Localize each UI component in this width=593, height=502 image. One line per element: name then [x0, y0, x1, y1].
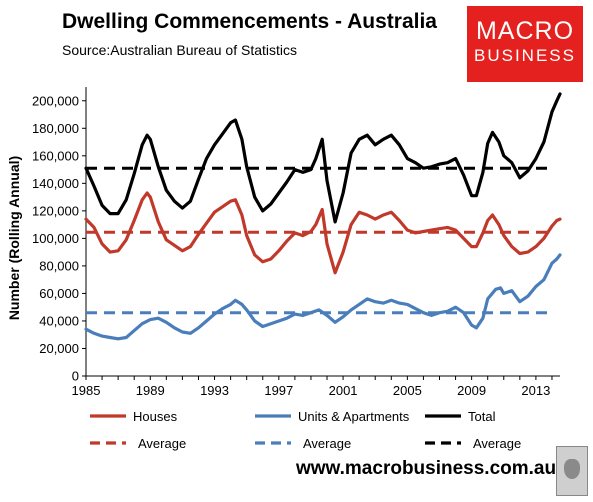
legend-average-2-label: Average: [473, 436, 521, 451]
x-tick-label: 2005: [393, 383, 422, 398]
y-tick-label: 80,000: [39, 258, 79, 273]
y-tick-label: 120,000: [32, 203, 79, 218]
legend-total-label: Total: [468, 409, 496, 424]
legend-houses-label: Houses: [133, 409, 178, 424]
y-tick-label: 200,000: [32, 93, 79, 108]
x-tick-label: 2009: [457, 383, 486, 398]
logo-line-1: MACRO: [475, 17, 575, 45]
chart-source: Source:Australian Bureau of Statistics: [62, 42, 298, 58]
y-tick-label: 0: [72, 369, 79, 384]
y-tick-label: 180,000: [32, 121, 79, 136]
logo-line-2: BUSINESS: [474, 46, 576, 65]
legend-average-0-label: Average: [138, 436, 186, 451]
series-line-houses: [84, 191, 562, 275]
y-tick-label: 140,000: [32, 176, 79, 191]
y-tick-label: 100,000: [32, 231, 79, 246]
series-line-units-apartments: [84, 253, 562, 341]
y-tick-label: 60,000: [39, 286, 79, 301]
x-tick-label: 1985: [72, 383, 101, 398]
wolf-mascot-icon: [556, 446, 588, 496]
x-tick-label: 1997: [264, 383, 293, 398]
x-tick-label: 2013: [521, 383, 550, 398]
website-footer: www.macrobusiness.com.au: [296, 458, 557, 479]
series-line-total: [84, 92, 562, 224]
y-tick-label: 160,000: [32, 148, 79, 163]
x-tick-label: 1989: [136, 383, 165, 398]
macrobusiness-logo: MACRO BUSINESS: [467, 6, 583, 82]
legend-average-1-label: Average: [303, 436, 351, 451]
y-tick-label: 20,000: [39, 341, 79, 356]
legend-units-label: Units & Apartments: [298, 409, 410, 424]
chart-title: Dwelling Commencements - Australia: [62, 10, 437, 33]
x-tick-label: 2001: [329, 383, 358, 398]
y-tick-label: 40,000: [39, 313, 79, 328]
x-tick-label: 1993: [200, 383, 229, 398]
